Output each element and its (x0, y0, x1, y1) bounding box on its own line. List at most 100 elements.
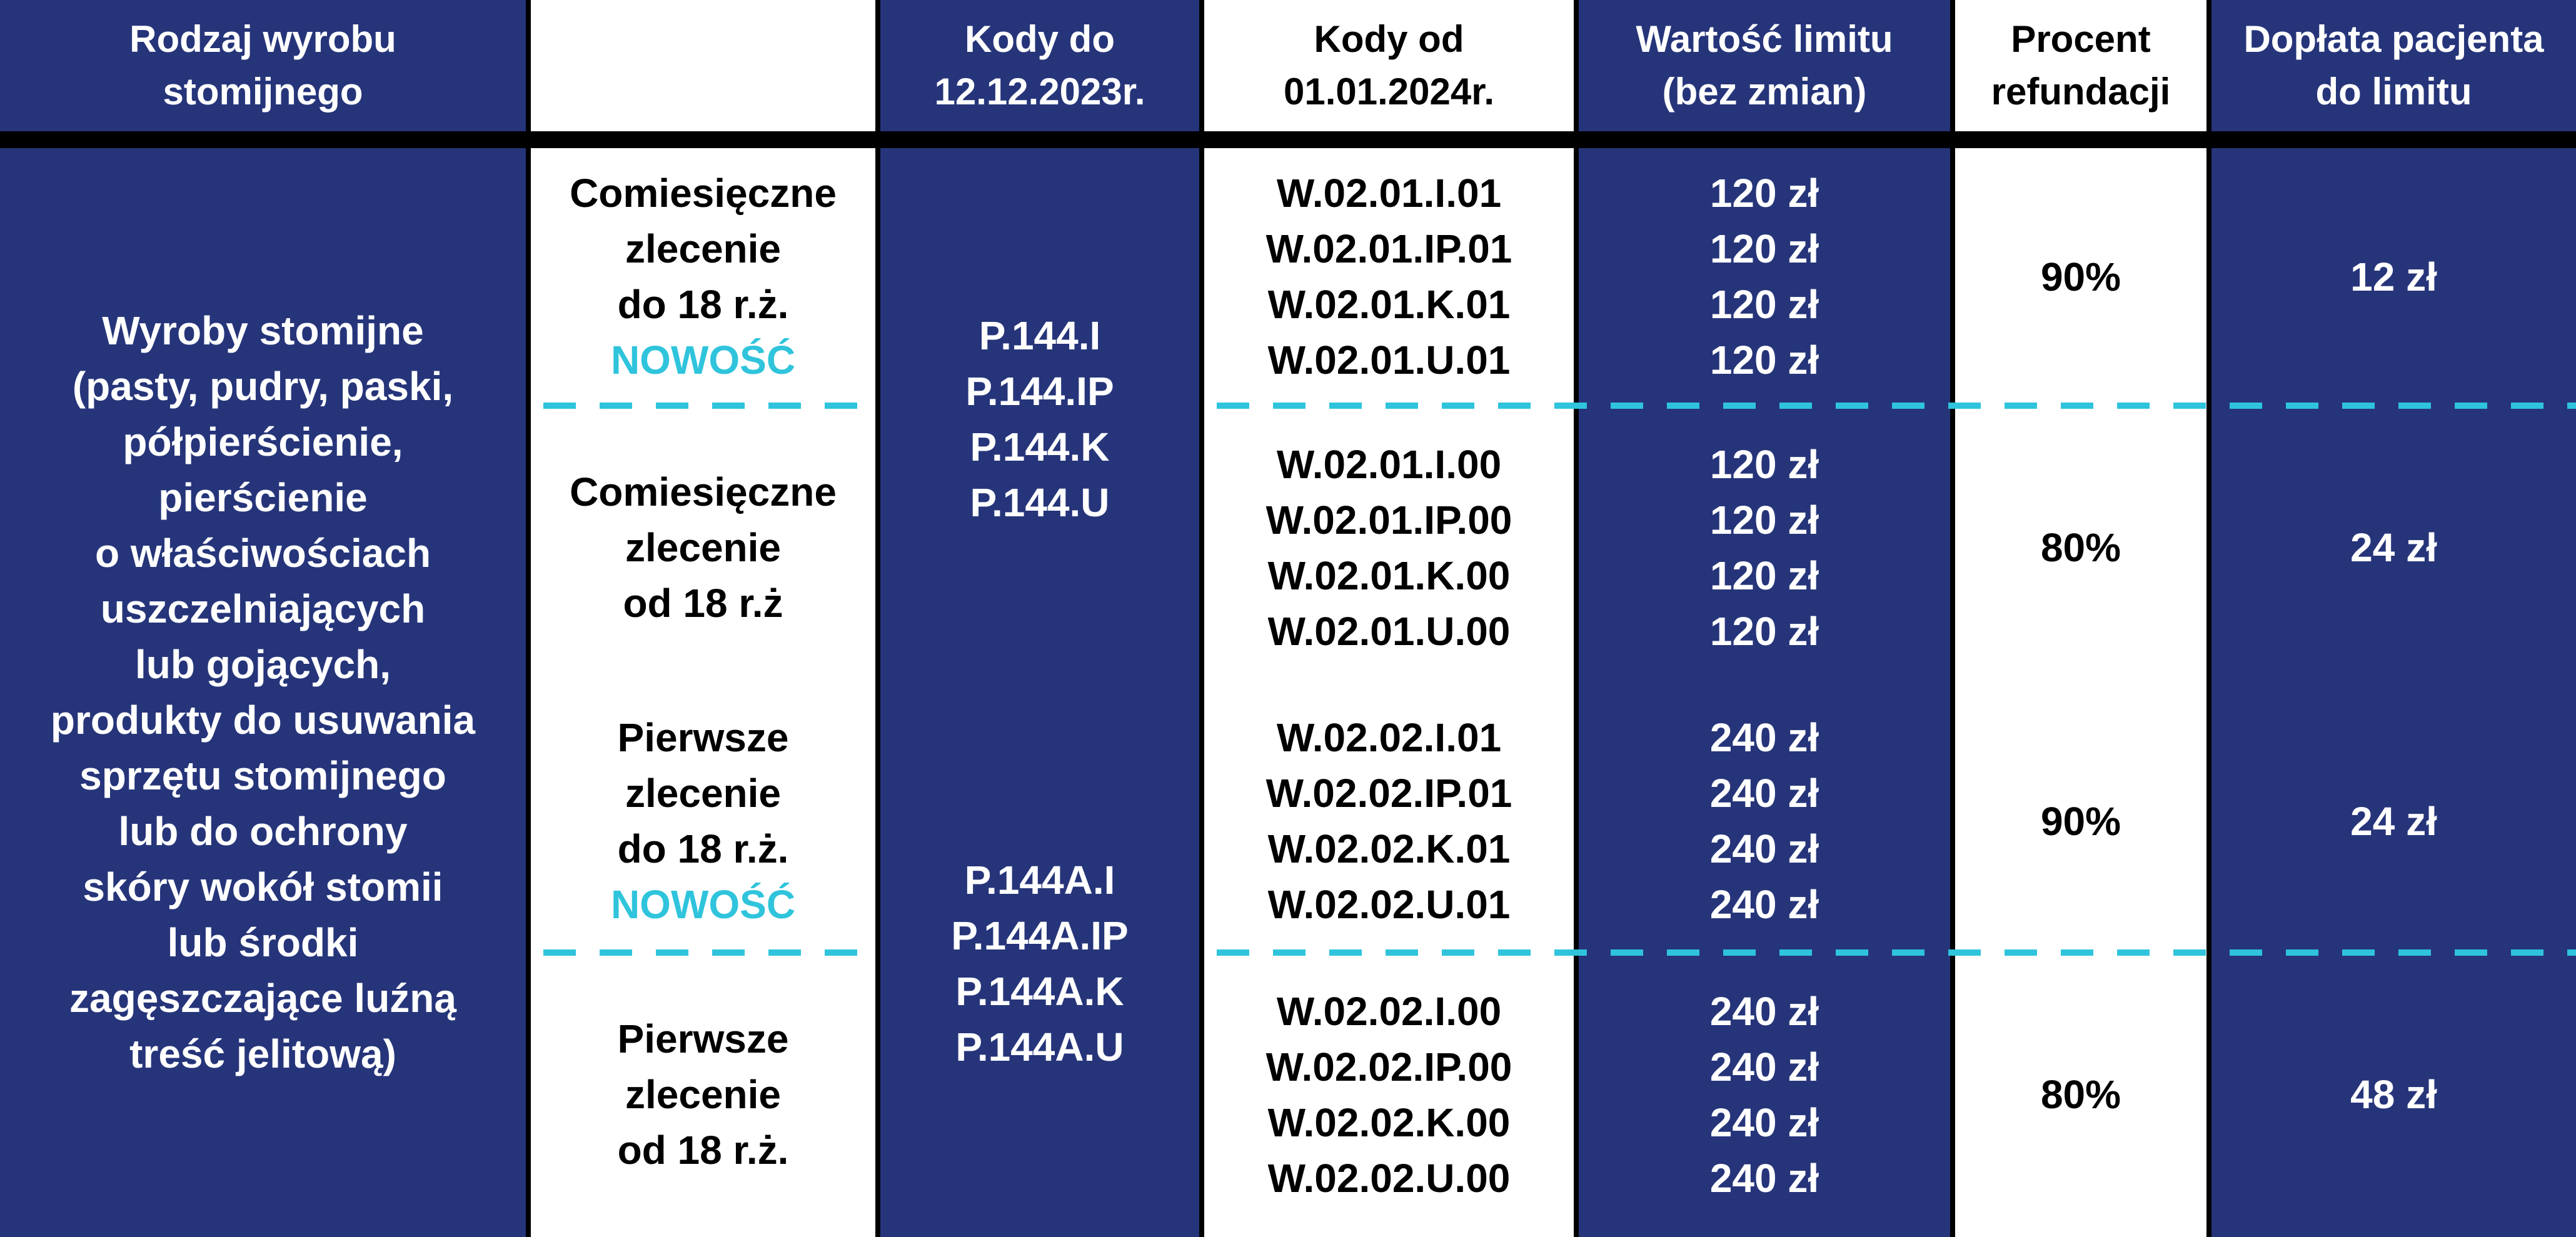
header-refund-percent-text: Procent (2011, 18, 2151, 60)
new-codes-cell-text: W.02.02.U.00 (1267, 1155, 1511, 1201)
product-description-text: półpierścienie, (123, 419, 403, 464)
header-new-codes-text: 01.01.2024r. (1283, 71, 1494, 113)
refund-percent-cell: 80% (1955, 406, 2206, 690)
new-codes-cell-text: W.02.02.K.00 (1267, 1099, 1511, 1145)
old-codes-group-2-text: P.144A.U (955, 1024, 1124, 1069)
patient-copay-cell: 24 zł (2211, 406, 2576, 690)
product-description: Wyroby stomijne (pasty, pudry, paski, półp… (0, 148, 526, 1237)
patient-copay: 48 zł (2350, 1072, 2437, 1117)
new-codes-cell-text: W.02.02.U.01 (1267, 882, 1511, 927)
header-patient-copay-text: do limitu (2315, 71, 2472, 113)
dashed-divider (543, 949, 875, 956)
product-description-text: pierścienie (158, 475, 368, 520)
order-type-cell-text: zlecenie (625, 525, 782, 570)
header-limit-value-text: (bez zmian) (1662, 71, 1867, 113)
product-description-text: uszczelniających (100, 586, 426, 631)
refund-percent-cell: 90% (1955, 690, 2206, 953)
new-codes-cell-text: W.02.01.IP.00 (1265, 497, 1512, 543)
refund-percent: 90% (2040, 254, 2121, 299)
order-type-cell-text: zlecenie (625, 1072, 782, 1117)
old-codes-group-1-text: P.144.K (970, 424, 1110, 469)
product-description-text: lub środki (167, 920, 359, 965)
limit-value-cell-text: 120 zł (1709, 282, 1819, 327)
header-patient-copay-text: Dopłata pacjenta (2243, 18, 2544, 60)
new-codes-cell: W.02.01.I.00 W.02.01.IP.00 W.02.01.K.00 W.0… (1204, 406, 1574, 690)
header-refund-percent-text: refundacji (1991, 71, 2171, 113)
patient-copay: 12 zł (2350, 254, 2437, 299)
limit-value-cell-text: 240 zł (1709, 826, 1819, 871)
product-description-text: skóry wokół stomii (83, 864, 443, 909)
new-badge: NOWOŚĆ (610, 338, 796, 383)
limit-value-cell-text: 120 zł (1709, 553, 1819, 598)
limit-value-cell-text: 120 zł (1709, 338, 1819, 383)
limit-value-cell: 240 zł 240 zł 240 zł 240 zł (1579, 953, 1950, 1237)
order-type-cell: Comiesięczne zlecenie od 18 r.ż (531, 406, 875, 690)
product-description-text: lub gojących, (135, 642, 391, 687)
limit-value-cell: 120 zł 120 zł 120 zł 120 zł (1579, 148, 1950, 406)
refund-percent: 90% (2040, 798, 2121, 844)
header-old-codes-text: 12.12.2023r. (934, 71, 1145, 113)
limit-value-cell-text: 240 zł (1709, 715, 1819, 760)
header-order-type (531, 0, 875, 131)
order-type-cell-text: zlecenie (625, 771, 782, 816)
order-type-cell: Pierwsze zlecenie do 18 r.ż. NOWOŚĆ (531, 690, 875, 953)
refund-percent: 80% (2040, 525, 2121, 570)
new-codes-cell-text: W.02.01.K.01 (1267, 282, 1511, 327)
new-codes-cell: W.02.01.I.01 W.02.01.IP.01 W.02.01.K.01 W.0… (1204, 148, 1574, 406)
old-codes-group-2-text: P.144A.IP (951, 913, 1129, 958)
order-type-cell-text: Comiesięczne (570, 171, 837, 216)
order-type-cell-text: do 18 r.ż. (617, 826, 789, 871)
header-product-type-text: Rodzaj wyrobu (129, 18, 396, 60)
new-codes-cell-text: W.02.01.I.00 (1276, 441, 1502, 487)
order-type-cell-text: Comiesięczne (570, 469, 837, 514)
order-type-cell: Comiesięczne zlecenie do 18 r.ż. NOWOŚĆ (531, 148, 875, 406)
new-codes-cell-text: W.02.02.IP.00 (1265, 1044, 1512, 1089)
limit-value-cell-text: 240 zł (1709, 882, 1819, 927)
patient-copay-cell: 12 zł (2211, 148, 2576, 406)
header-refund-percent: Procent refundacji (1955, 0, 2206, 131)
limit-value-cell: 240 zł 240 zł 240 zł 240 zł (1579, 690, 1950, 953)
refund-percent-cell: 80% (1955, 953, 2206, 1237)
dashed-divider (1217, 949, 2576, 956)
order-type-cell-text: Pierwsze (617, 1016, 789, 1061)
new-codes-cell-text: W.02.01.U.00 (1267, 608, 1511, 654)
refund-percent: 80% (2040, 1072, 2121, 1117)
old-codes-group-1-text: P.144.U (970, 479, 1110, 525)
limit-value-cell-text: 120 zł (1709, 171, 1819, 216)
new-badge: NOWOŚĆ (610, 882, 796, 927)
dashed-divider (543, 403, 875, 409)
new-codes-cell-text: W.02.01.I.01 (1276, 171, 1502, 216)
limit-value-cell-text: 240 zł (1709, 988, 1819, 1034)
limit-value-cell-text: 240 zł (1709, 1155, 1819, 1201)
limit-value-cell-text: 120 zł (1709, 441, 1819, 487)
order-type-cell-text: od 18 r.ż (623, 581, 783, 626)
product-description-text: lub do ochrony (118, 809, 408, 854)
order-type-cell-text: zlecenie (625, 226, 782, 271)
new-codes-cell-text: W.02.02.I.01 (1276, 715, 1502, 760)
order-type-cell-text: od 18 r.ż. (617, 1128, 789, 1173)
header-old-codes-text: Kody do (965, 18, 1115, 60)
product-description-text: o właściwościach (94, 531, 431, 576)
patient-copay: 24 zł (2350, 525, 2437, 570)
product-description-text: (pasty, pudry, paski, (72, 364, 454, 409)
header-product-type: Rodzaj wyrobu stomijnego (0, 0, 526, 131)
patient-copay: 24 zł (2350, 798, 2437, 844)
header-product-type-text: stomijnego (163, 71, 363, 113)
product-description-text: produkty do usuwania (50, 698, 476, 743)
new-codes-cell-text: W.02.02.IP.01 (1265, 771, 1512, 816)
product-description-text: treść jelitową) (129, 1031, 396, 1076)
new-codes-cell-text: W.02.01.IP.01 (1265, 226, 1512, 271)
old-codes-group-2-text: P.144A.K (955, 968, 1124, 1014)
limit-value-cell-text: 120 zł (1709, 608, 1819, 654)
new-codes-cell: W.02.02.I.01 W.02.02.IP.01 W.02.02.K.01 W.0… (1204, 690, 1574, 953)
new-codes-cell-text: W.02.01.K.00 (1267, 553, 1511, 598)
new-codes-cell-text: W.02.02.K.01 (1267, 826, 1511, 871)
limit-value-cell-text: 120 zł (1709, 497, 1819, 543)
product-description-text: zagęszczające luźną (69, 976, 456, 1021)
patient-copay-cell: 48 zł (2211, 953, 2576, 1237)
header-limit-value: Wartość limitu (bez zmian) (1579, 0, 1950, 131)
new-codes-cell-text: W.02.01.U.01 (1267, 338, 1511, 383)
new-codes-cell-text: W.02.02.I.00 (1276, 988, 1502, 1034)
header-limit-value-text: Wartość limitu (1636, 18, 1893, 60)
old-codes-group-2: P.144A.I P.144A.IP P.144A.K P.144A.U (880, 690, 1199, 1237)
